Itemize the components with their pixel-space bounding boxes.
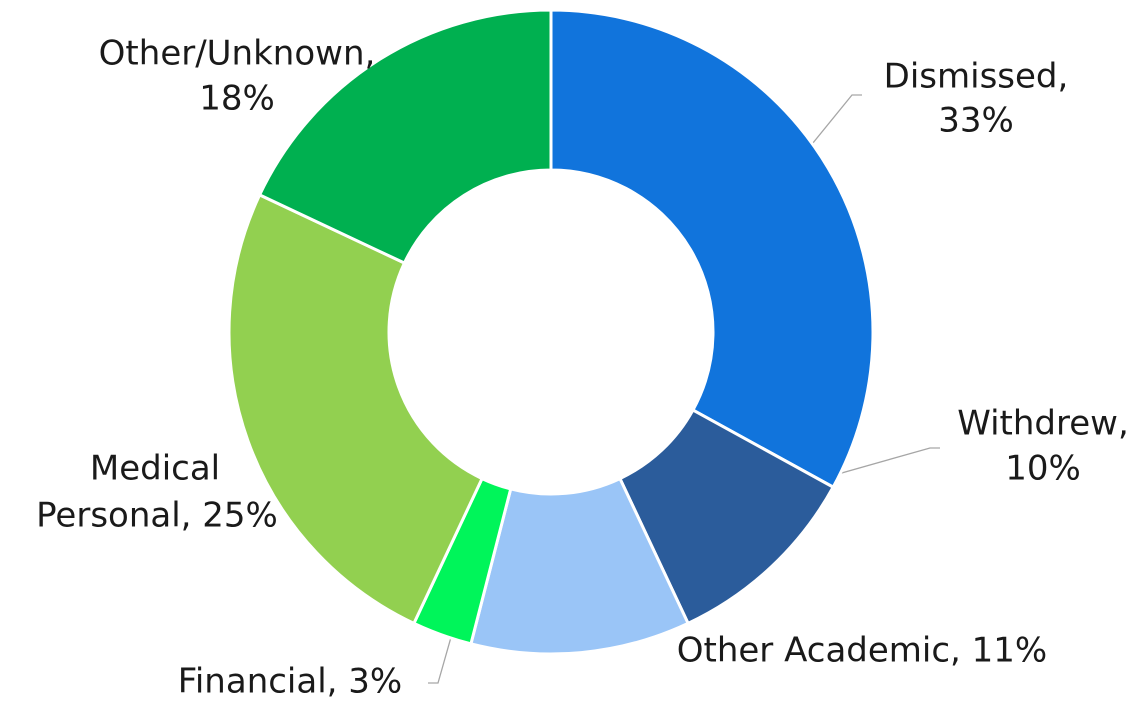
data-label: 10% (1005, 449, 1081, 489)
donut-slice (257, 8, 553, 266)
donut-slice (227, 192, 485, 626)
data-label: Financial, 3% (178, 662, 402, 701)
data-label: Personal, 25% (36, 496, 278, 536)
data-label: Other/Unknown, (99, 34, 376, 74)
data-label: 33% (938, 101, 1014, 141)
donut-slice (549, 8, 875, 490)
data-label: Withdrew, (957, 404, 1129, 444)
data-label: Other Academic, 11% (677, 631, 1047, 671)
data-label: 18% (199, 79, 275, 119)
data-label: Dismissed, (884, 57, 1069, 97)
data-label: Medical (90, 449, 220, 489)
